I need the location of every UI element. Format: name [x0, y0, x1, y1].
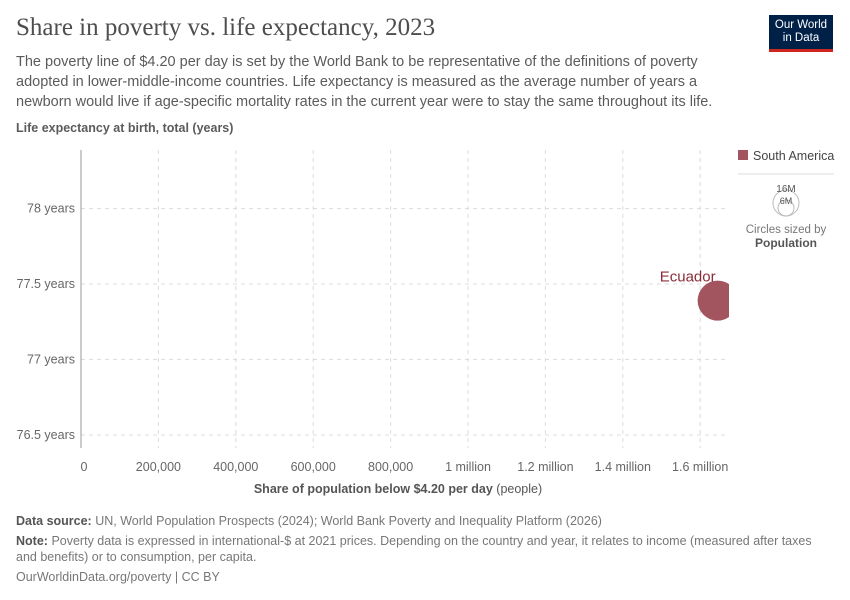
size-legend-small: 6M	[780, 196, 793, 206]
x-tick-label: 1.6 million	[672, 460, 728, 474]
x-tick-label: 200,000	[136, 460, 181, 474]
logo-line1: Our World	[774, 19, 828, 31]
logo-line2: in Data	[782, 32, 820, 44]
size-legend-large: 16M	[776, 184, 795, 195]
point-ecuador[interactable]	[697, 280, 738, 321]
x-axis-unit: (people)	[496, 482, 542, 496]
x-tick-label: 600,000	[291, 460, 336, 474]
x-axis-label: Share of population below $4.20 per day …	[254, 482, 542, 496]
legend-swatch	[738, 150, 748, 160]
size-legend-small-circle	[777, 199, 795, 217]
note-text: Poverty data is expressed in internation…	[16, 534, 812, 564]
x-tick-label: 1.4 million	[595, 460, 651, 474]
x-tick-label: 800,000	[368, 460, 413, 474]
data-source: Data source: UN, World Population Prospe…	[16, 513, 602, 529]
x-axis-title: Share of population below $4.20 per day	[254, 482, 493, 496]
owid-logo[interactable]: Our World in Data	[769, 15, 833, 52]
size-legend-variable: Population	[755, 236, 817, 250]
size-legend-caption: Circles sized by	[746, 224, 827, 236]
chart-title: Share in poverty vs. life expectancy, 20…	[16, 14, 436, 41]
y-tick-label: 77.5 years	[17, 277, 75, 291]
x-tick-label: 400,000	[213, 460, 258, 474]
y-tick-label: 77 years	[27, 353, 75, 367]
legend-south-america[interactable]: South America	[753, 149, 834, 163]
point-label: Ecuador	[660, 269, 716, 286]
note-label: Note:	[16, 534, 48, 548]
x-tick-label: 0	[81, 460, 88, 474]
chart-subtitle: The poverty line of $4.20 per day is set…	[16, 54, 713, 110]
footer-url[interactable]: OurWorldinData.org/poverty | CC BY	[16, 570, 220, 584]
source-label: Data source:	[16, 514, 92, 528]
source-text: UN, World Population Prospects (2024); W…	[95, 514, 602, 528]
y-axis-label: Life expectancy at birth, total (years)	[16, 121, 234, 135]
x-tick-label: 1.2 million	[517, 460, 573, 474]
y-tick-label: 76.5 years	[17, 428, 75, 442]
note: Note: Poverty data is expressed in inter…	[16, 533, 816, 565]
x-tick-label: 1 million	[445, 460, 491, 474]
y-tick-label: 78 years	[27, 202, 75, 216]
